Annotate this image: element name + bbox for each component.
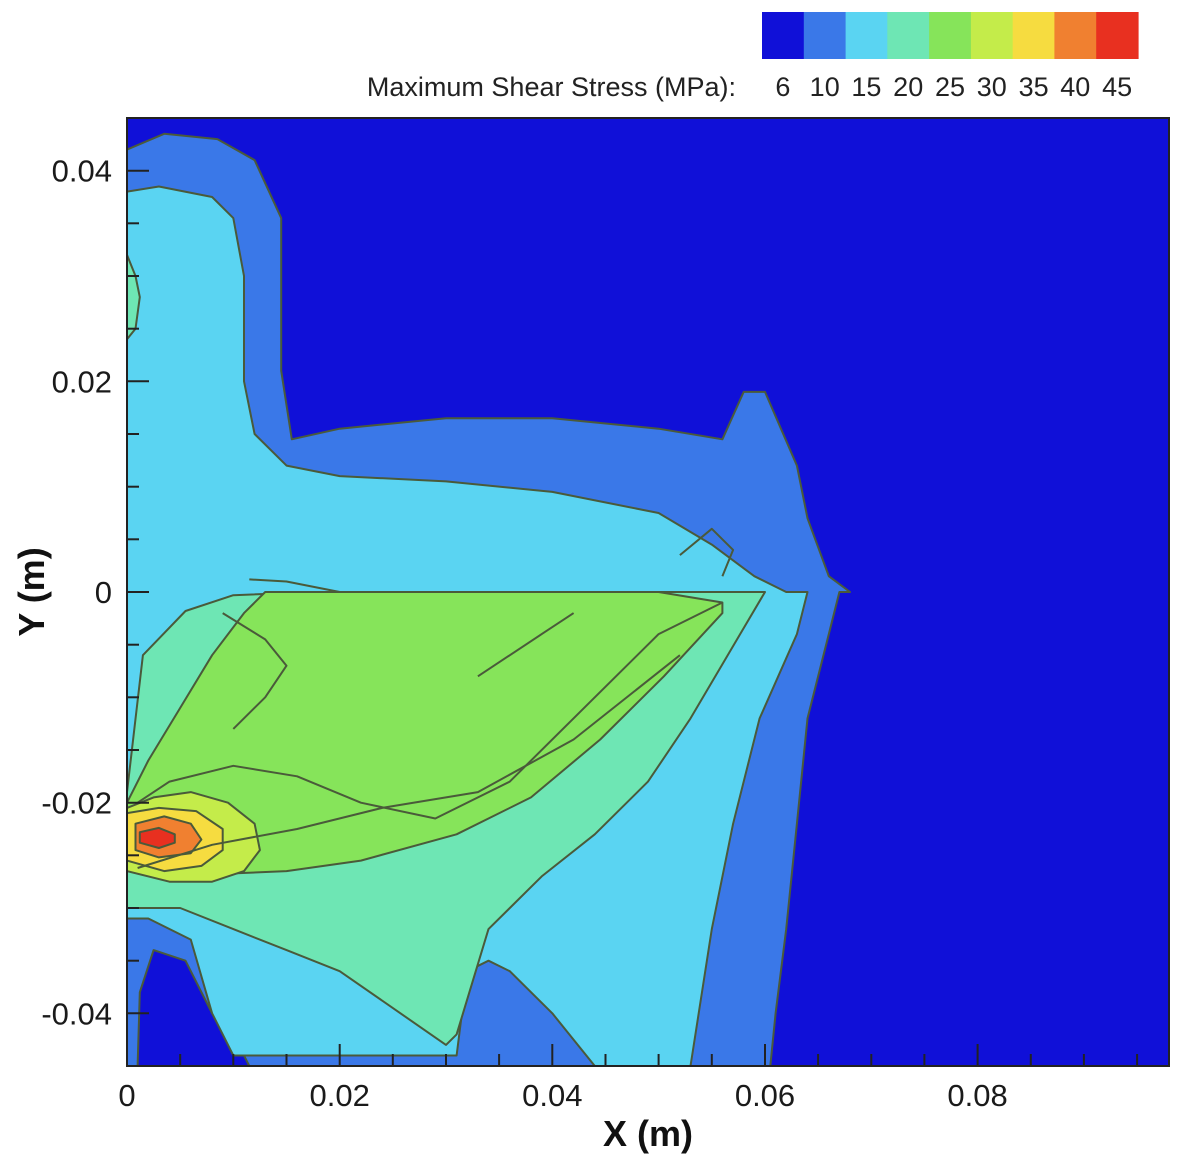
y-tick-label-0.02: 0.02 bbox=[52, 364, 112, 399]
colorbar-label-15: 15 bbox=[851, 72, 881, 102]
colorbar-labels: 6 10 15 20 25 30 35 40 45 bbox=[775, 72, 1132, 102]
contour-line-1 bbox=[137, 654, 681, 869]
contour-line-5 bbox=[249, 578, 340, 593]
y-tick-label-0.04: 0.04 bbox=[52, 154, 112, 189]
colorbar-swatch-30 bbox=[970, 12, 1014, 59]
y-tick-label--0.02: -0.02 bbox=[41, 786, 112, 821]
x-tick-label-0: 0 bbox=[118, 1078, 135, 1113]
colorbar-swatch-20 bbox=[887, 12, 930, 59]
colorbar-swatch-10 bbox=[803, 12, 847, 59]
colorbar-swatch-15 bbox=[845, 12, 888, 59]
contour-lines bbox=[137, 527, 735, 869]
colorbar-label-40: 40 bbox=[1060, 72, 1090, 102]
x-axis: 0 0.02 0.04 0.06 0.08 bbox=[118, 1044, 1139, 1113]
colorbar-label-35: 35 bbox=[1019, 72, 1049, 102]
colorbar-label-25: 25 bbox=[935, 72, 965, 102]
y-tick-label-0: 0 bbox=[95, 575, 112, 610]
colorbar-swatch-35 bbox=[1012, 12, 1056, 59]
colorbar-label-30: 30 bbox=[977, 72, 1007, 102]
colorbar-swatch-25 bbox=[929, 12, 972, 59]
x-tick-label-0.04: 0.04 bbox=[522, 1078, 582, 1113]
y-axis-title: Y (m) bbox=[11, 547, 52, 636]
y-tick-label--0.04: -0.04 bbox=[41, 996, 112, 1031]
colorbar-label-10: 10 bbox=[810, 72, 840, 102]
colorbar-label-20: 20 bbox=[893, 72, 923, 102]
contour-regions bbox=[127, 132, 851, 1066]
colorbar-swatch-45 bbox=[1096, 12, 1139, 59]
plot-area bbox=[126, 117, 1170, 1067]
contour-region-45-9 bbox=[138, 826, 176, 849]
x-axis-title: X (m) bbox=[603, 1113, 693, 1154]
contour-line-4 bbox=[679, 527, 735, 577]
colorbar: Maximum Shear Stress (MPa): 6 10 15 20 25 30 3… bbox=[367, 12, 1139, 102]
colorbar-swatch-40 bbox=[1054, 12, 1097, 59]
colorbar-swatch-6 bbox=[762, 12, 805, 59]
colorbar-swatches bbox=[762, 12, 1139, 59]
contour-region-25-5 bbox=[127, 591, 724, 876]
colorbar-title: Maximum Shear Stress (MPa): bbox=[367, 72, 736, 102]
colorbar-label-45: 45 bbox=[1102, 72, 1132, 102]
y-axis: 0.04 0.02 0 -0.02 -0.04 bbox=[41, 117, 149, 1067]
x-tick-label-0.02: 0.02 bbox=[310, 1078, 370, 1113]
colorbar-label-6: 6 bbox=[775, 72, 790, 102]
contour-line-0 bbox=[137, 601, 723, 820]
contour-line-3 bbox=[222, 612, 288, 730]
x-tick-label-0.06: 0.06 bbox=[735, 1078, 795, 1113]
x-tick-label-0.08: 0.08 bbox=[947, 1078, 1007, 1113]
contour-line-2 bbox=[477, 612, 575, 678]
